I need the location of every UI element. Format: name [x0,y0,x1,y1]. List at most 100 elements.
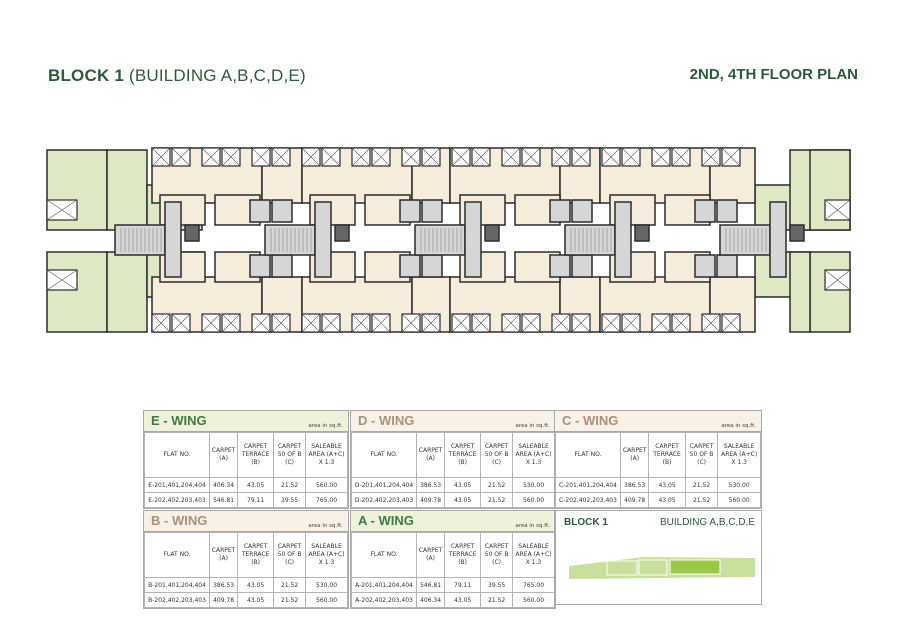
page-title: BLOCK 1 (BUILDING A,B,C,D,E) [48,66,306,86]
column-header: CARPET 50 OF B (C) [684,432,719,478]
key-plan: BLOCK 1 BUILDING A,B,C,D,E [554,510,762,605]
wing-header: A - WING area in sq.ft. [351,511,555,532]
terrace-cross [571,147,591,167]
table-cell: 560.00 [305,592,348,608]
bath [716,199,738,223]
table-cell: 39.55 [273,492,307,508]
column-header: CARPET (A) [415,532,446,578]
bath [571,199,593,223]
terrace-cross [421,313,441,333]
column-header: CARPET (A) [208,532,239,578]
wing-table: D - WING area in sq.ft. FLAT NO. CARPET (… [350,410,556,509]
column-header: SALEABLE AREA (A+C) X 1.3 [717,432,761,478]
wing-table: A - WING area in sq.ft. FLAT NO. CARPET (… [350,510,556,609]
terrace-above-below-cross [301,313,321,333]
table-cell: 43.05 [237,577,275,593]
terrace-above-below-cross [151,147,171,167]
wing-header: E - WING area in sq.ft. [144,411,348,432]
building-outline [638,559,668,576]
terrace-cross [371,147,391,167]
area-unit-note: area in sq.ft. [308,423,343,429]
terrace-cross [671,313,691,333]
lift [184,224,200,242]
terrace-above-below-cross [651,147,671,167]
table-row: C-202,402,203,403 409.78 43.05 21.52 560.00 [555,492,761,508]
floor-plan-drawing [46,147,851,333]
table-cell: 530.00 [512,477,555,493]
table-cell: C-202,402,203,403 [555,492,621,508]
bath [249,199,271,223]
table-header-row: FLAT NO. CARPET (A) CARPET TERRACE (B) CARP… [555,432,761,478]
wing-table: B - WING area in sq.ft. FLAT NO. CARPET (… [143,510,349,609]
bath [421,199,443,223]
area-table: FLAT NO. CARPET (A) CARPET TERRACE (B) CARP… [351,432,555,508]
wing-name: A - WING [358,513,414,528]
table-cell: A-202,402,203,403 [351,592,417,608]
area-table: FLAT NO. CARPET (A) CARPET TERRACE (B) CARP… [144,432,348,508]
area-table: FLAT NO. CARPET (A) CARPET TERRACE (B) CARP… [144,532,348,608]
staircase [719,224,771,256]
terrace-above-below-cross [601,313,621,333]
column-header: FLAT NO. [351,532,417,578]
wing-name: B - WING [151,513,208,528]
area-unit-note: area in sq.ft. [308,523,343,529]
lobby [769,201,787,278]
bath [399,254,421,278]
table-cell: C-201,401,204,404 [555,477,621,493]
table-cell: 43.05 [237,477,275,493]
floor-plan-title: 2ND, 4TH FLOOR PLAN [689,66,858,83]
terrace-cross [271,313,291,333]
lobby [164,201,182,278]
terrace-cross [671,147,691,167]
column-header: CARPET (A) [415,432,446,478]
column-header: CARPET 50 OF B (C) [273,432,307,478]
end-unit-bedroom [106,149,148,231]
end-unit-bedroom [809,251,851,333]
key-plan-block: BLOCK 1 [564,517,608,528]
bath [716,254,738,278]
column-header: CARPET TERRACE (B) [444,432,482,478]
terrace-above-below-cross [451,147,471,167]
table-cell: 79.11 [237,492,275,508]
terrace-cross [621,147,641,167]
table-cell: 21.52 [273,592,307,608]
table-cell: 560.00 [512,492,555,508]
column-header: CARPET 50 OF B (C) [480,532,514,578]
end-unit-bath [789,251,811,333]
wing-name: C - WING [562,413,619,428]
terrace-above-below-cross [501,313,521,333]
building-list: (BUILDING A,B,C,D,E) [128,66,306,85]
table-cell: D-201,401,204,404 [351,477,417,493]
terrace-cross [621,313,641,333]
table-row: D-202,402,203,403 409.78 43.05 21.52 560.00 [351,492,555,508]
table-row: D-201,401,204,404 386.53 43.05 21.52 530.00 [351,477,555,493]
wing-name: D - WING [358,413,415,428]
staircase [264,224,316,256]
wing-name: E - WING [151,413,207,428]
bath [549,254,571,278]
area-table: FLAT NO. CARPET (A) CARPET TERRACE (B) CARP… [351,532,555,608]
table-header-row: FLAT NO. CARPET (A) CARPET TERRACE (B) CARP… [144,432,348,478]
area-unit-note: area in sq.ft. [515,523,550,529]
terrace-above-below-cross [551,147,571,167]
terrace-above-below-cross [251,147,271,167]
terrace-cross [171,147,191,167]
table-cell: 39.55 [480,577,514,593]
column-header: CARPET TERRACE (B) [237,532,275,578]
table-cell: 43.05 [444,592,482,608]
wing-header: D - WING area in sq.ft. [351,411,555,432]
table-cell: 21.52 [480,477,514,493]
lobby [314,201,332,278]
bath [271,254,293,278]
table-cell: 765.00 [305,492,348,508]
area-table: FLAT NO. CARPET (A) CARPET TERRACE (B) CARP… [555,432,761,508]
bath [421,254,443,278]
table-cell: 409.78 [415,492,446,508]
terrace-cross [321,147,341,167]
bath [399,199,421,223]
bath [571,254,593,278]
table-row: B-202,402,203,403 409.78 43.05 21.52 560.00 [144,592,348,608]
table-cell: 560.00 [305,477,348,493]
table-cell: 386.53 [619,477,650,493]
